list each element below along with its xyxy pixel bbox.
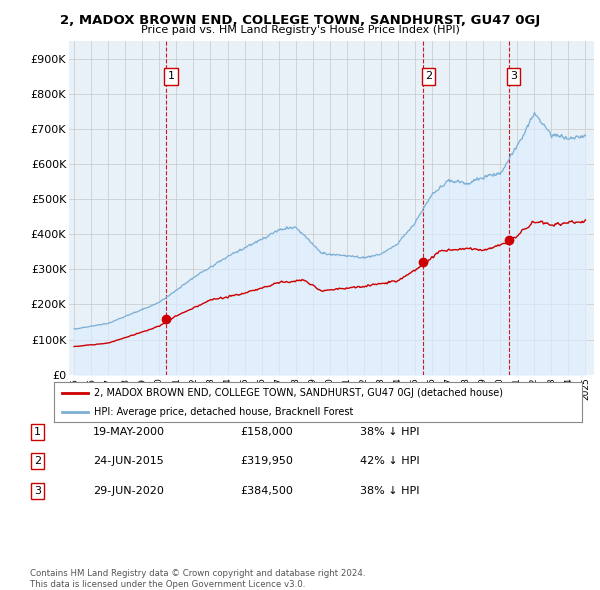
Text: 3: 3 bbox=[510, 71, 517, 81]
Text: £384,500: £384,500 bbox=[240, 486, 293, 496]
Text: £319,950: £319,950 bbox=[240, 457, 293, 466]
Text: 24-JUN-2015: 24-JUN-2015 bbox=[93, 457, 164, 466]
Text: Contains HM Land Registry data © Crown copyright and database right 2024.
This d: Contains HM Land Registry data © Crown c… bbox=[30, 569, 365, 589]
Text: 3: 3 bbox=[34, 486, 41, 496]
Text: HPI: Average price, detached house, Bracknell Forest: HPI: Average price, detached house, Brac… bbox=[94, 407, 353, 417]
Text: 42% ↓ HPI: 42% ↓ HPI bbox=[360, 457, 419, 466]
Text: 1: 1 bbox=[167, 71, 175, 81]
Text: 38% ↓ HPI: 38% ↓ HPI bbox=[360, 486, 419, 496]
Text: 2: 2 bbox=[425, 71, 432, 81]
Text: 1: 1 bbox=[34, 427, 41, 437]
Text: 2: 2 bbox=[34, 457, 41, 466]
Text: 19-MAY-2000: 19-MAY-2000 bbox=[93, 427, 165, 437]
Text: Price paid vs. HM Land Registry's House Price Index (HPI): Price paid vs. HM Land Registry's House … bbox=[140, 25, 460, 35]
Text: 2, MADOX BROWN END, COLLEGE TOWN, SANDHURST, GU47 0GJ (detached house): 2, MADOX BROWN END, COLLEGE TOWN, SANDHU… bbox=[94, 388, 503, 398]
Text: 2, MADOX BROWN END, COLLEGE TOWN, SANDHURST, GU47 0GJ: 2, MADOX BROWN END, COLLEGE TOWN, SANDHU… bbox=[60, 14, 540, 27]
Text: 29-JUN-2020: 29-JUN-2020 bbox=[93, 486, 164, 496]
Text: 38% ↓ HPI: 38% ↓ HPI bbox=[360, 427, 419, 437]
Text: £158,000: £158,000 bbox=[240, 427, 293, 437]
